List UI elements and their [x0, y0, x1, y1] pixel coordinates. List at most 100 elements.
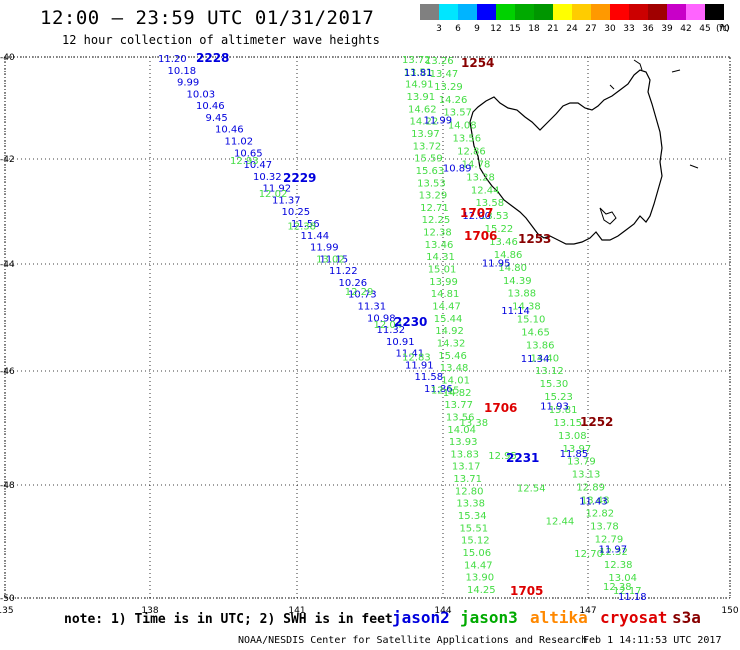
swh-value: 10.32: [253, 172, 282, 183]
swh-value: 13.91: [407, 92, 436, 103]
swh-value: 15.34: [458, 511, 487, 522]
swh-value: 11.18: [618, 592, 647, 603]
pass-label: 2228: [196, 51, 229, 65]
swh-value: 12.00: [462, 211, 491, 222]
swh-value: 10.46: [196, 101, 225, 112]
swh-value: 11.93: [540, 401, 569, 412]
swh-value: 10.89: [443, 163, 472, 174]
swh-value: 14.01: [441, 375, 470, 386]
swh-value: 12.82: [585, 508, 614, 519]
cryosat-pass-label: 1706: [484, 401, 517, 415]
colorbar-swatch: [591, 4, 610, 20]
swh-value: 11.32: [377, 325, 406, 336]
swh-value: 12.86: [457, 146, 486, 157]
credit-line: NOAA/NESDIS Center for Satellite Applica…: [238, 635, 588, 646]
swh-value: 13.86: [526, 340, 555, 351]
pass-label: 2230: [394, 315, 427, 329]
swh-value: 12.93: [230, 156, 259, 167]
colorbar-label: 9: [474, 24, 480, 34]
colorbar-label: 39: [661, 24, 673, 34]
x-tick-label: 138: [141, 606, 158, 616]
swh-value: 13.93: [449, 437, 478, 448]
swh-value: 13.46: [425, 240, 454, 251]
swh-value: 14.62: [408, 104, 437, 115]
swh-value: 13.38: [456, 499, 485, 510]
cryosat-pass-label: 1705: [510, 584, 543, 598]
x-tick-label: 141: [288, 606, 305, 616]
gridlines: [4, 56, 731, 599]
s3a-pass-label: 1253: [518, 232, 551, 246]
swh-value: 12.38: [287, 222, 316, 233]
swh-value: 13.13: [572, 470, 601, 481]
swh-value: 12.70: [574, 549, 603, 560]
swh-value: 14.38: [512, 302, 541, 313]
swh-value: 12.02: [259, 189, 288, 200]
swh-value: 11.99: [310, 243, 339, 254]
swh-value: 11.34: [521, 354, 550, 365]
colorbar-label: 24: [566, 24, 578, 34]
x-tick-label: 147: [579, 606, 596, 616]
swh-value: 15.63: [416, 166, 445, 177]
swh-value: 13.90: [465, 573, 494, 584]
swh-value: 12.89: [576, 483, 605, 494]
swh-value: 13.58: [475, 198, 504, 209]
swh-value: 14.78: [462, 159, 491, 170]
x-tick-label: 144: [434, 606, 451, 616]
y-tick-label: -50: [0, 594, 15, 604]
swh-value: 14.22: [410, 117, 439, 128]
colorbar-label: 45: [699, 24, 711, 34]
swh-value: 13.47: [430, 69, 459, 80]
colorbar-swatch: [629, 4, 648, 20]
swh-value: 11.41: [396, 349, 425, 360]
legend-altika: altika: [530, 608, 588, 627]
swh-value: 11.31: [358, 302, 387, 313]
swh-value: 12.15: [431, 385, 460, 396]
swh-value: 12.44: [546, 516, 575, 527]
swh-value: 10.46: [215, 125, 244, 136]
swh-value: 10.47: [244, 160, 273, 171]
swh-value: 12.44: [471, 185, 500, 196]
color-scale-legend: 3 6 9 12 15 18 21 24 27 30 33 36 39 42 45 70 (ft): [420, 4, 730, 38]
swh-value: 12.54: [517, 484, 546, 495]
legend-s3a: s3a: [672, 608, 701, 627]
swh-value: 13.26: [425, 56, 454, 67]
swh-value: 15.46: [438, 351, 467, 362]
colorbar-swatch: [477, 4, 496, 20]
colorbar-swatch: [610, 4, 629, 20]
colorbar-swatch: [705, 4, 724, 20]
swh-value: 12.38: [603, 582, 632, 593]
swh-value: 11.86: [424, 384, 453, 395]
colorbar-swatch: [496, 4, 515, 20]
swh-value: 14.40: [530, 353, 559, 364]
colorbar-swatch: [439, 4, 458, 20]
swh-value: 13.12: [535, 366, 564, 377]
s3a-pass-label: 1252: [580, 415, 613, 429]
swh-value: 14.26: [439, 95, 468, 106]
colorbar-swatch: [553, 4, 572, 20]
swh-value: 10.03: [187, 89, 216, 100]
swh-value: 13.53: [480, 211, 509, 222]
swh-value: 13.29: [434, 82, 463, 93]
colorbar-label: 36: [642, 24, 654, 34]
swh-value: 14.08: [448, 121, 477, 132]
swh-value: 15.01: [428, 265, 457, 276]
page-title: 12:00 – 23:59 UTC 01/31/2017: [40, 7, 375, 29]
swh-value: 13.57: [443, 108, 472, 119]
colorbar-label: 6: [455, 24, 461, 34]
colorbar-label: 18: [528, 24, 540, 34]
colorbar-swatch: [686, 4, 705, 20]
swh-value: 14.82: [443, 388, 472, 399]
swh-value: 10.65: [234, 148, 263, 159]
swh-value: 13.48: [581, 496, 610, 507]
colorbar-swatch: [458, 4, 477, 20]
swh-value: 11.92: [263, 184, 292, 195]
swh-value: 13.56: [446, 412, 475, 423]
altimeter-tracks: 11.2010.189.9910.0310.469.4510.4611.0210…: [158, 51, 647, 603]
colorbar-label: 21: [547, 24, 559, 34]
swh-value: 14.81: [431, 289, 460, 300]
colorbar-swatch: [515, 4, 534, 20]
swh-value: 14.86: [494, 250, 523, 261]
swh-value: 11.14: [501, 306, 530, 317]
swh-value: 14.80: [498, 263, 527, 274]
